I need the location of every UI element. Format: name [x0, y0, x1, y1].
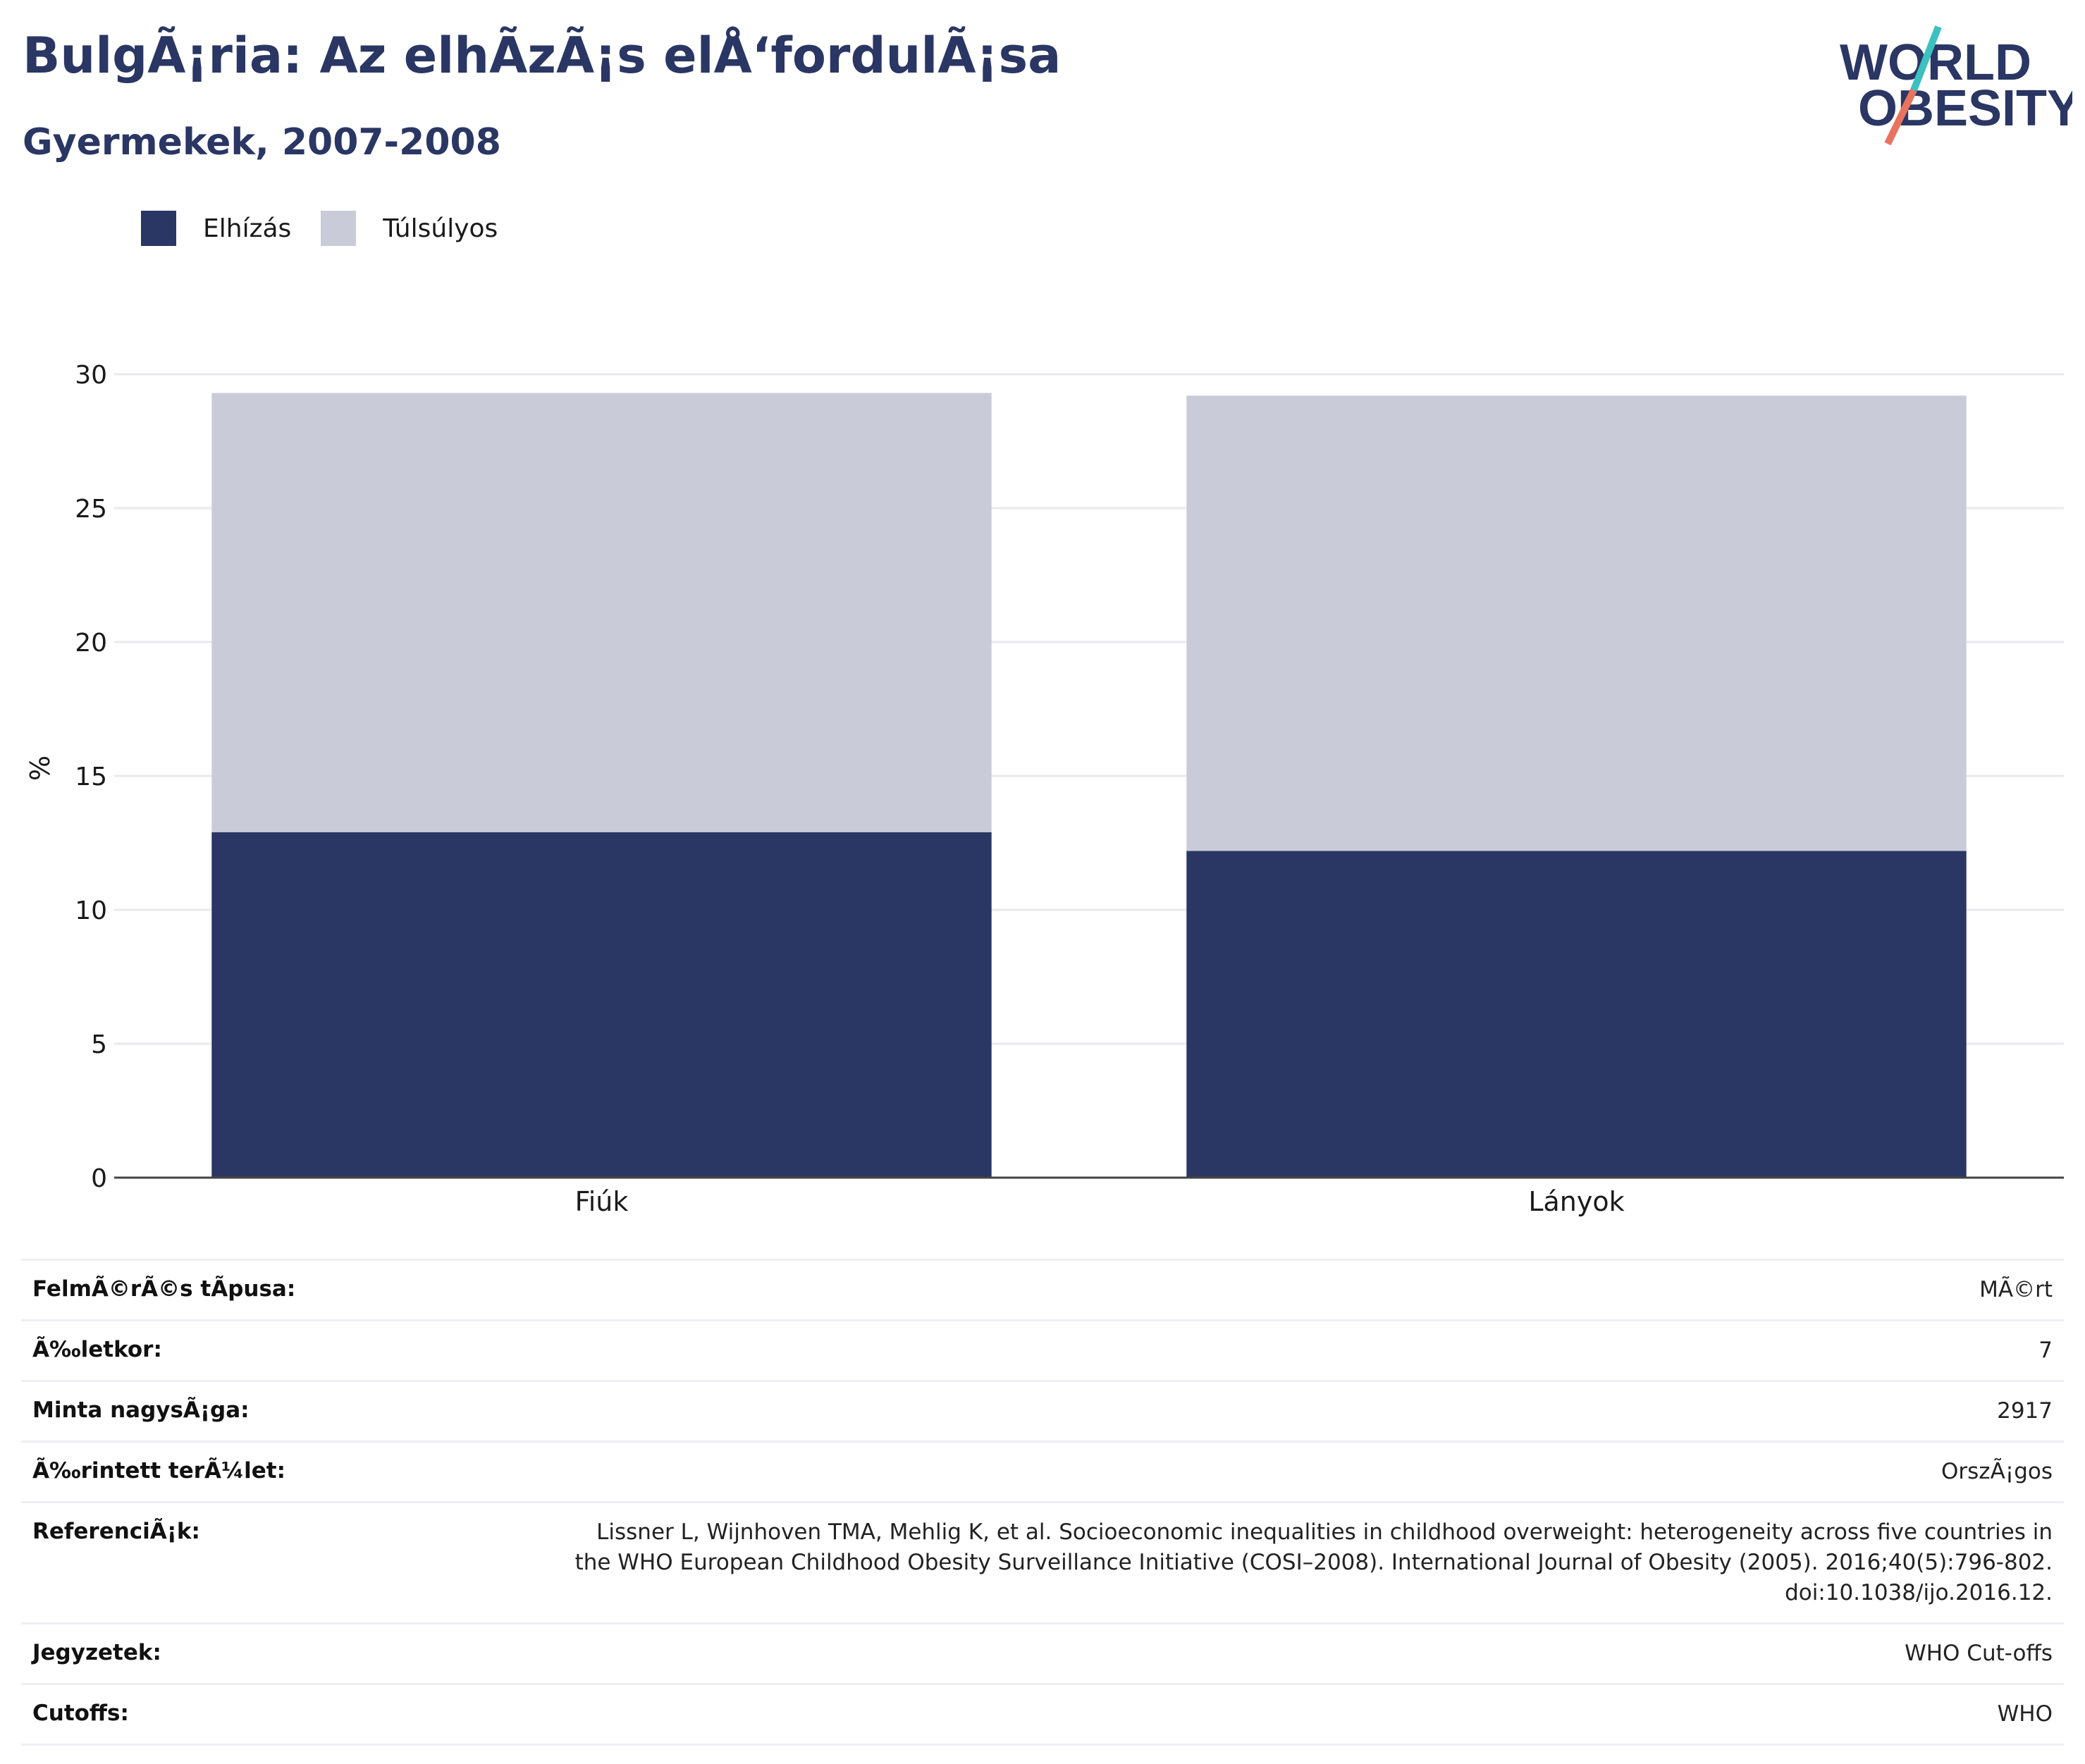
metadata-value: OrszÃ¡gos	[1941, 1459, 2053, 1484]
bar-segment-obesity-1[interactable]	[1186, 851, 1967, 1178]
legend-item-overweight[interactable]: Túlsúlyos	[321, 211, 498, 246]
metadata-row: Ã‰letkor: 7	[21, 1319, 2064, 1380]
metadata-value: WHO Cut-offs	[1905, 1641, 2053, 1666]
stacked-bar-chart: 0 5 10 15 20 25 30 Fiúk Lányok %	[25, 361, 2064, 1217]
x-tick-label: Fiúk	[575, 1186, 629, 1217]
legend-swatch-overweight	[321, 211, 357, 246]
metadata-table: FelmÃ©rÃ©s tÃpusa: MÃ©rt Ã‰letkor: 7 Minta n…	[21, 1259, 2064, 1746]
bar-segment-obesity-0[interactable]	[211, 832, 992, 1178]
metadata-row: Jegyzetek: WHO Cut-offs	[21, 1622, 2064, 1683]
y-tick-label: 15	[75, 763, 107, 791]
metadata-label: Ã‰rintett terÃ¼let:	[32, 1458, 285, 1484]
metadata-value: MÃ©rt	[1979, 1277, 2053, 1302]
chart-title: BulgÃ¡ria: Az elhÃzÃ¡s elÅ‘fordulÃ¡sa	[23, 27, 1062, 85]
metadata-row: Cutoffs: WHO	[21, 1683, 2064, 1746]
metadata-value: 7	[2038, 1338, 2053, 1363]
bar-segment-overweight-1[interactable]	[1186, 395, 1967, 851]
y-tick-label: 20	[75, 629, 107, 658]
chart-subtitle: Gyermekek, 2007-2008	[23, 121, 501, 164]
legend-swatch-obesity	[141, 211, 176, 246]
chart-legend: Elhízás Túlsúlyos	[141, 209, 527, 248]
legend-item-obesity[interactable]: Elhízás	[141, 211, 291, 246]
metadata-label: ReferenciÃ¡k:	[32, 1519, 200, 1544]
y-tick-label: 5	[91, 1030, 107, 1059]
metadata-row: FelmÃ©rÃ©s tÃpusa: MÃ©rt	[21, 1259, 2064, 1319]
metadata-value: 2917	[1997, 1398, 2053, 1424]
metadata-label: Ã‰letkor:	[32, 1337, 162, 1362]
metadata-value: Lissner L, Wijnhoven TMA, Mehlig K, et a…	[574, 1519, 2053, 1605]
legend-label-obesity: Elhízás	[203, 214, 292, 243]
metadata-row: Minta nagysÃ¡ga: 2917	[21, 1380, 2064, 1441]
bar-segment-overweight-0[interactable]	[211, 393, 992, 832]
logo-slash-top	[1910, 25, 1942, 92]
x-tick-labels: Fiúk Lányok	[575, 1186, 1625, 1217]
world-obesity-logo: WORLD OBESITY	[1840, 25, 2072, 146]
y-tick-label: 25	[75, 495, 107, 524]
y-axis-label: %	[25, 755, 56, 781]
y-tick-label: 0	[91, 1164, 107, 1193]
metadata-row: Ã‰rintett terÃ¼let: OrszÃ¡gos	[21, 1441, 2064, 1501]
logo-slash-bottom	[1884, 88, 1917, 146]
bar-group	[211, 393, 1967, 1178]
y-tick-labels: 0 5 10 15 20 25 30	[75, 361, 107, 1193]
x-tick-label: Lányok	[1528, 1186, 1624, 1217]
logo-line-2: OBESITY	[1858, 80, 2072, 137]
legend-label-overweight: Túlsúlyos	[383, 214, 498, 243]
metadata-value: WHO	[1997, 1701, 2053, 1727]
logo-line-1: WORLD	[1840, 35, 2031, 91]
metadata-label: Jegyzetek:	[32, 1640, 161, 1665]
y-tick-label: 30	[75, 361, 107, 390]
metadata-label: FelmÃ©rÃ©s tÃpusa:	[32, 1276, 296, 1302]
y-tick-label: 10	[75, 896, 107, 925]
metadata-row: ReferenciÃ¡k: Lissner L, Wijnhoven TMA, M…	[21, 1501, 2064, 1622]
metadata-label: Cutoffs:	[32, 1701, 129, 1726]
metadata-label: Minta nagysÃ¡ga:	[32, 1398, 250, 1423]
